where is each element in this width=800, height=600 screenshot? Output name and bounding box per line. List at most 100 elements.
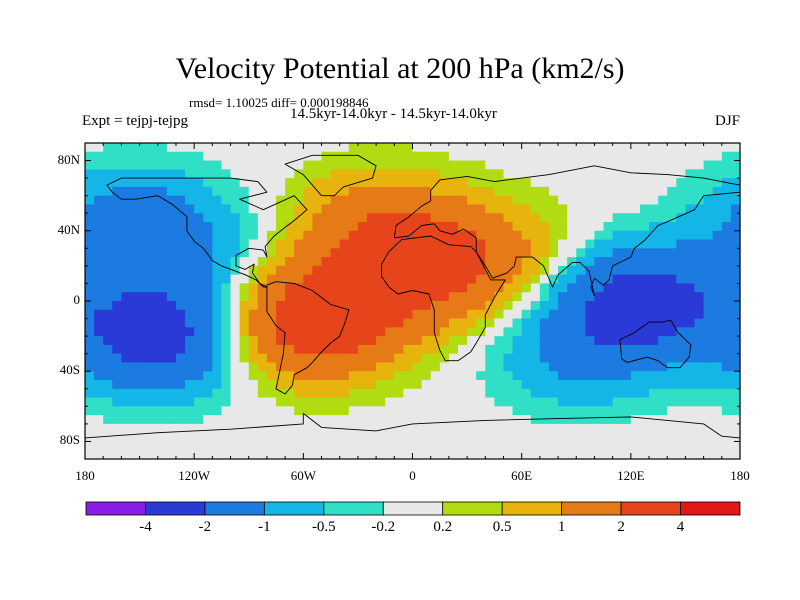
field-cell [248, 186, 259, 197]
field-cell [394, 195, 405, 206]
field-cell [321, 371, 332, 381]
field-cell [321, 283, 332, 293]
field-cell [667, 415, 677, 425]
field-cell [175, 213, 186, 223]
field-cell [194, 265, 204, 276]
field-cell [221, 371, 232, 381]
field-cell [185, 441, 195, 451]
field-cell [321, 213, 332, 223]
field-cell [376, 143, 386, 153]
field-cell [357, 222, 368, 232]
field-cell [667, 265, 677, 276]
field-cell [276, 213, 286, 223]
field-cell [585, 239, 596, 249]
field-cell [503, 327, 514, 337]
field-cell [621, 274, 632, 285]
field-cell [639, 143, 650, 153]
colorbar-swatch [204, 501, 265, 516]
field-cell [403, 318, 414, 328]
field-cell [567, 292, 577, 302]
field-cell [639, 353, 650, 364]
field-cell [685, 432, 696, 443]
field-cell [676, 292, 687, 302]
field-cell [103, 257, 113, 267]
field-cell [412, 248, 423, 258]
field-cell [612, 143, 623, 153]
field-cell [658, 213, 668, 223]
field-cell [221, 397, 232, 407]
season-label: DJF [714, 113, 740, 129]
field-cell [412, 309, 423, 320]
field-cell [612, 336, 623, 346]
field-cell [703, 397, 714, 407]
field-cell [558, 362, 568, 372]
field-cell [494, 195, 505, 206]
field-cell [558, 257, 568, 267]
field-cell [357, 274, 368, 285]
field-cell [485, 406, 495, 416]
field-cell [321, 143, 332, 153]
field-cell [166, 274, 177, 285]
field-cell [730, 371, 741, 381]
field-cell [521, 151, 532, 162]
field-cell [703, 415, 714, 425]
field-cell [439, 186, 450, 197]
field-cell [85, 239, 95, 249]
field-cell [330, 450, 341, 460]
field-cell [421, 406, 432, 416]
field-cell [576, 441, 586, 451]
field-cell [357, 186, 368, 197]
field-cell [212, 292, 223, 302]
field-cell [457, 415, 468, 425]
field-cell [394, 292, 405, 302]
field-cell [476, 380, 486, 390]
field-cell [148, 230, 159, 241]
field-cell [730, 388, 741, 399]
field-cell [221, 406, 232, 416]
field-cell [730, 230, 741, 241]
field-cell [376, 151, 386, 162]
field-cell [175, 415, 186, 425]
field-cell [194, 327, 204, 337]
field-cell [576, 397, 586, 407]
field-cell [166, 423, 177, 434]
field-cell [330, 432, 341, 443]
field-cell [121, 292, 132, 302]
field-cell [712, 283, 723, 293]
field-cell [721, 441, 732, 451]
field-cell [321, 353, 332, 364]
field-cell [248, 353, 259, 364]
field-cell [157, 397, 168, 407]
field-cell [130, 353, 141, 364]
field-cell [276, 160, 286, 170]
field-cell [212, 423, 223, 434]
field-cell [103, 283, 113, 293]
field-cell [503, 160, 514, 170]
field-cell [448, 222, 459, 232]
field-cell [476, 362, 486, 372]
field-cell [658, 230, 668, 241]
field-cell [157, 318, 168, 328]
field-cell [639, 327, 650, 337]
field-cell [603, 406, 614, 416]
field-cell [612, 388, 623, 399]
field-cell [394, 301, 405, 311]
field-cell [430, 301, 441, 311]
field-cell [694, 239, 705, 249]
field-cell [130, 292, 141, 302]
field-cell [394, 344, 405, 355]
field-cell [685, 257, 696, 267]
field-cell [521, 274, 532, 285]
field-cell [612, 318, 623, 328]
field-cell [166, 301, 177, 311]
field-cell [576, 353, 586, 364]
field-cell [285, 406, 295, 416]
field-cell [339, 222, 350, 232]
field-cell [403, 169, 414, 179]
field-cell [175, 336, 186, 346]
field-cell [112, 406, 122, 416]
field-cell [667, 353, 677, 364]
field-cell [467, 362, 477, 372]
field-cell [521, 186, 532, 197]
field-cell [357, 301, 368, 311]
